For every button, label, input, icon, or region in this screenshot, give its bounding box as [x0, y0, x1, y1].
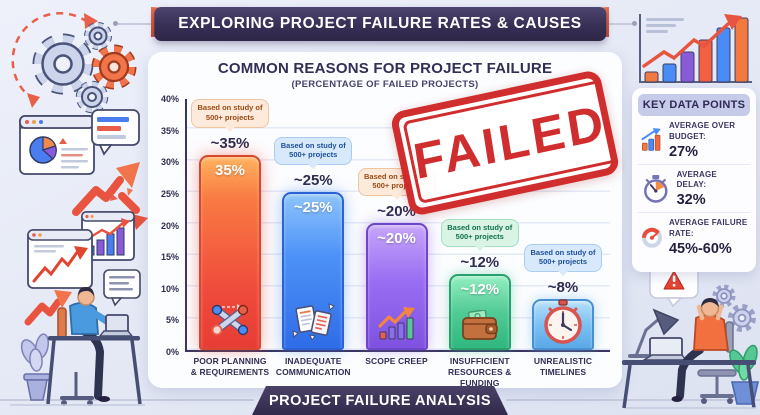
kdp-label: AVERAGE FAILURE RATE: — [668, 218, 748, 238]
wallet-icon — [461, 310, 498, 340]
footer-banner-text: PROJECT FAILURE ANALYSIS — [268, 392, 492, 409]
analytics-window-illustration — [19, 115, 95, 175]
title-banner: EXPLORING PROJECT FAILURE RATES & CAUSES — [154, 7, 606, 41]
stopwatch-icon — [644, 174, 668, 203]
bar-chart-up-icon — [641, 128, 661, 152]
category-label: POOR PLANNING & REQUIREMENTS — [190, 356, 270, 378]
chart-subtitle: (PERCENTAGE OF FAILED PROJECTS) — [291, 79, 479, 90]
growth-arrow-icon — [377, 307, 415, 340]
bar-column-scope-creep: Based on study of 500+ projects ~20% ~20… — [357, 99, 436, 366]
study-note-bubble: Based on study of 500+ projects — [191, 99, 269, 128]
bar-column-unrealistic-timelines: Based on study of 500+ projects ~8% UNRE… — [524, 99, 602, 377]
kdp-item-over-budget: AVERAGE OVER BUDGET: 27% — [638, 116, 750, 164]
category-label: INADEQUATE COMMUNICATION — [275, 356, 351, 378]
in-bar-label: ~12% — [460, 281, 500, 298]
y-tick-label: 0% — [165, 347, 179, 357]
person-working-illustration — [10, 287, 145, 406]
y-tick-label: 5% — [165, 315, 179, 326]
bar-value-label: ~35% — [210, 134, 250, 152]
y-axis-ticks: 40% 35% 30% 25% 20% 15% 10% 5% 0% — [150, 94, 183, 357]
zigzag-arrow-illustration — [24, 290, 72, 326]
study-note-bubble: Based on study of 500+ projects — [524, 243, 602, 272]
kdp-item-delay: AVERAGE DELAY: 32% — [638, 163, 750, 213]
connector-line-left — [118, 23, 170, 25]
bar-unrealistic-timelines — [532, 299, 594, 350]
y-tick-label: 30% — [160, 157, 179, 168]
bar-inadequate-communication: ~25% — [282, 192, 345, 350]
y-tick-label: 25% — [160, 188, 179, 199]
y-tick-label: 35% — [160, 125, 179, 136]
category-label: INSUFFICIENT RESOURCES & FUNDING — [448, 356, 512, 389]
key-data-points-panel: KEY DATA POINTS AVERAGE OVER BUDGET: 27% — [632, 88, 756, 272]
kdp-label: AVERAGE OVER BUDGET: — [668, 121, 736, 141]
right-illustrations — [622, 14, 760, 409]
y-tick-label: 10% — [160, 283, 179, 294]
in-bar-label: ~20% — [377, 230, 416, 247]
bar-column-inadequate-communication: Based on study of 500+ projects ~25% ~25… — [274, 99, 353, 377]
study-note-bubble: Based on study of 500+ projects — [440, 218, 519, 247]
bar-poor-planning: 35% — [199, 154, 261, 350]
category-label: UNREALISTIC TIMELINES — [533, 356, 593, 378]
bar-insufficient-resources: ~12% — [448, 274, 511, 350]
key-data-points-title: KEY DATA POINTS — [638, 94, 750, 116]
connector-dot-right — [632, 21, 637, 26]
footer-line-left — [0, 399, 254, 401]
left-illustrations — [10, 11, 148, 406]
kdp-label: AVERAGE DELAY: — [676, 169, 717, 190]
study-note-bubble: Based on study of 500+ projects — [274, 136, 353, 165]
bar-value-label: ~20% — [377, 203, 416, 220]
failed-stamp-text: FAILED — [409, 93, 610, 191]
kdp-value: 45%-60% — [668, 240, 732, 257]
category-label: SCOPE CREEP — [365, 356, 428, 366]
bar-column-insufficient-resources: Based on study of 500+ projects ~12% ~12… — [440, 99, 519, 388]
notes-bubble-illustration — [103, 269, 141, 307]
chart-title: COMMON REASONS FOR PROJECT FAILURE — [217, 60, 553, 77]
report-bubble-illustration — [91, 109, 140, 156]
bar-value-label: ~12% — [460, 254, 500, 271]
y-tick-label: 40% — [160, 94, 179, 104]
bar-scope-creep: ~20% — [365, 223, 428, 350]
gauge-icon — [641, 228, 662, 249]
kdp-value: 27% — [668, 143, 698, 160]
stressed-person-illustration — [622, 265, 760, 409]
in-bar-label: ~25% — [293, 199, 333, 216]
growth-bar-chart-illustration — [639, 14, 752, 83]
kdp-item-failure-rate: AVERAGE FAILURE RATE: 45%-60% — [638, 212, 750, 261]
kdp-value: 32% — [676, 192, 706, 209]
in-bar-label: 35% — [214, 161, 246, 179]
line-chart-window-illustration — [27, 229, 93, 289]
footer-banner: PROJECT FAILURE ANALYSIS — [252, 386, 508, 415]
title-banner-text: EXPLORING PROJECT FAILURE RATES & CAUSES — [178, 15, 582, 32]
torn-documents-icon — [292, 303, 336, 340]
connector-dot-left — [113, 21, 118, 26]
broken-arrow-illustration — [72, 162, 148, 230]
bar-column-poor-planning: Based on study of 500+ projects ~35% 35% — [191, 99, 269, 377]
footer-line-right — [506, 399, 760, 401]
stopwatch-icon — [544, 299, 582, 344]
y-tick-label: 20% — [160, 220, 179, 231]
bar-value-label: ~8% — [547, 279, 579, 296]
y-tick-label: 15% — [160, 252, 179, 263]
network-nodes-icon — [211, 304, 249, 336]
bar-value-label: ~25% — [293, 172, 333, 189]
connector-line-right — [590, 23, 634, 25]
gears-illustration — [11, 11, 137, 114]
